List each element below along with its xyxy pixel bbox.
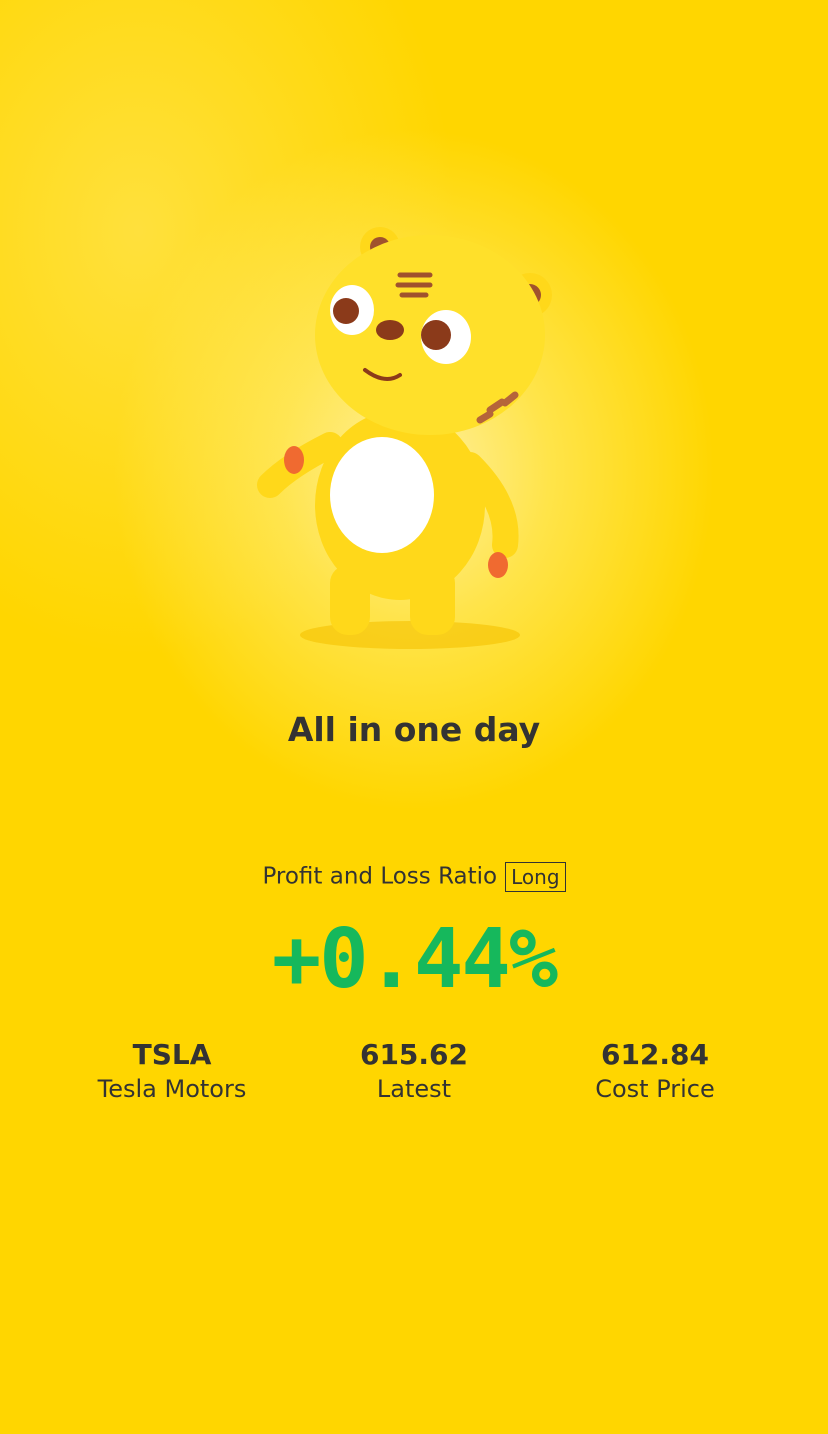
profit-loss-header: Profit and Loss Ratio Long	[0, 862, 828, 892]
stat-label: Latest	[376, 1075, 452, 1103]
profit-loss-value: +0.44%	[271, 912, 558, 1007]
stat-label: Cost Price	[595, 1075, 715, 1103]
position-badge: Long	[505, 862, 566, 892]
stat-cost-price: 612.84 Cost Price	[535, 1038, 775, 1103]
stat-value: 612.84	[600, 1038, 710, 1071]
profit-loss-label: Profit and Loss Ratio	[262, 863, 498, 890]
tiger-mascot-illustration	[257, 227, 552, 649]
stat-value: TSLA	[132, 1038, 212, 1071]
stat-label: Tesla Motors	[97, 1075, 247, 1103]
stat-latest: 615.62 Latest	[294, 1038, 534, 1103]
headline: All in one day	[287, 710, 541, 749]
stock-stats: TSLA Tesla Motors 615.62 Latest 612.84 C…	[0, 1038, 828, 1118]
stat-symbol: TSLA Tesla Motors	[52, 1038, 292, 1103]
stat-value: 615.62	[359, 1038, 469, 1071]
